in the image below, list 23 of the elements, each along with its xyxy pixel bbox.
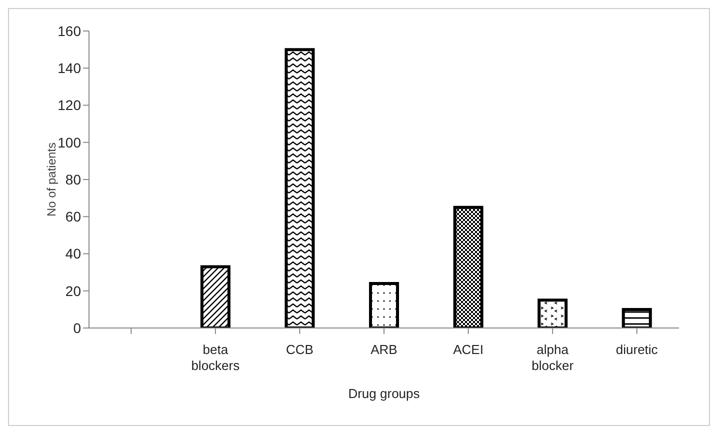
x-tick-label: beta blockers — [191, 342, 240, 373]
x-tick-label: ARB — [370, 342, 398, 357]
x-tick-label: CCB — [286, 342, 314, 357]
y-tick-label: 60 — [65, 208, 82, 225]
bar — [538, 298, 568, 328]
x-tick-label: ACEI — [453, 342, 484, 357]
x-axis-title: Drug groups — [348, 386, 420, 401]
y-tick-label: 20 — [65, 282, 82, 299]
bar — [200, 265, 230, 328]
y-tick-label: 0 — [73, 320, 82, 336]
bar — [284, 48, 315, 328]
y-axis-title: No of patients — [44, 142, 58, 217]
y-tick-label: 100 — [58, 134, 82, 150]
bar — [453, 206, 484, 328]
bar — [622, 308, 652, 328]
x-tick-label: diuretic — [616, 342, 658, 357]
y-tick-label: 160 — [58, 22, 82, 39]
bar — [369, 282, 400, 328]
y-tick-label: 80 — [65, 171, 82, 188]
y-tick-label: 40 — [65, 246, 82, 262]
x-tick-label: alpha blocker — [532, 342, 574, 373]
y-tick-label: 140 — [58, 60, 82, 76]
y-tick-label: 120 — [58, 97, 82, 114]
